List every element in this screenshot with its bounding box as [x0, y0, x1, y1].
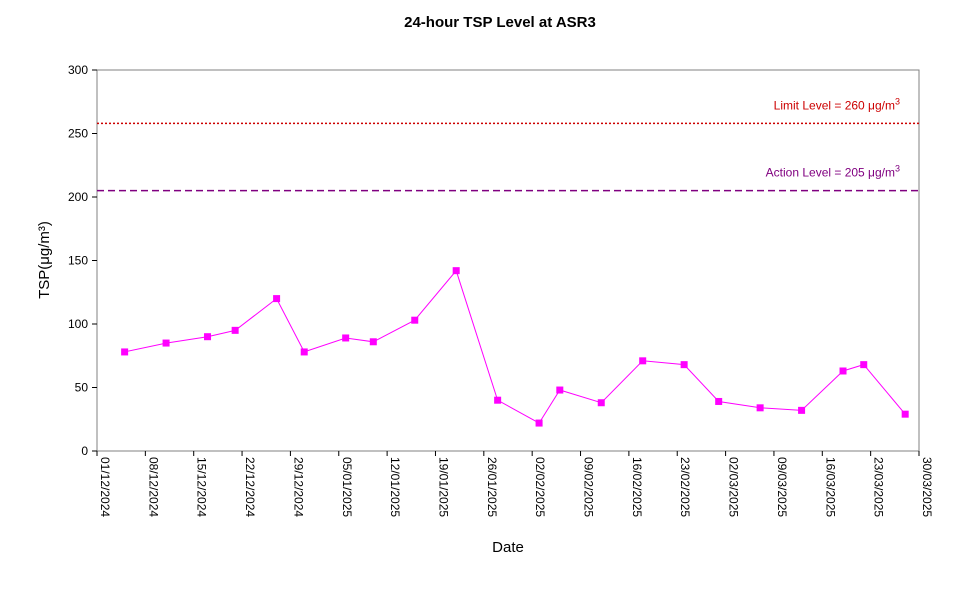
x-tick-label: 08/12/2024 [146, 457, 160, 517]
data-point [597, 399, 605, 407]
y-axis: 0 50 100 150 200 250 300 [68, 63, 97, 458]
series-line [124, 269, 906, 424]
x-tick-label: 23/02/2025 [678, 457, 692, 517]
data-point [273, 295, 281, 303]
x-axis-label: Date [492, 539, 524, 556]
x-tick-label: 19/01/2025 [436, 457, 450, 517]
x-tick-label: 29/12/2024 [291, 457, 305, 517]
plot-area [96, 69, 920, 452]
data-point [680, 361, 688, 369]
x-tick-label: 26/01/2025 [485, 457, 499, 517]
data-point [162, 339, 170, 347]
data-point [756, 404, 764, 412]
x-tick-label: 09/02/2025 [582, 457, 596, 517]
data-point [798, 406, 806, 414]
data-point [342, 334, 350, 342]
x-tick-label: 01/12/2024 [98, 457, 112, 517]
x-tick-label: 02/03/2025 [727, 457, 741, 517]
x-tick-label: 23/03/2025 [872, 457, 886, 517]
data-point [300, 348, 308, 356]
data-point [839, 367, 847, 375]
y-tick-label: 150 [68, 254, 88, 268]
reference-lines: Limit Level = 260 μg/m3 Action Level = 20… [97, 96, 919, 192]
x-tick-label: 02/02/2025 [533, 457, 547, 517]
x-tick-label: 16/03/2025 [823, 457, 837, 517]
data-point [231, 326, 239, 334]
series-group [121, 267, 909, 427]
x-tick-label: 12/01/2025 [388, 457, 402, 517]
reference-line-label: Action Level = 205 μg/m3 [766, 164, 900, 180]
data-point [860, 361, 868, 369]
data-point [535, 419, 543, 427]
x-axis: 01/12/2024 08/12/2024 15/12/2024 22/12/2024… [96, 451, 934, 517]
chart-title: 24-hour TSP Level at ASR3 [404, 14, 596, 31]
y-tick-label: 300 [68, 63, 88, 77]
data-point [452, 267, 460, 275]
data-point [411, 316, 419, 324]
y-tick-label: 100 [68, 317, 88, 331]
y-tick-label: 200 [68, 190, 88, 204]
x-tick-label: 15/12/2024 [195, 457, 209, 517]
x-tick-label: 09/03/2025 [775, 457, 789, 517]
data-point [494, 396, 502, 404]
data-point [204, 333, 212, 341]
data-point [556, 386, 564, 394]
x-tick-label: 22/12/2024 [243, 457, 257, 517]
data-point [369, 338, 377, 346]
y-axis-label: TSP(μg/m³) [36, 221, 53, 299]
data-point [121, 348, 129, 356]
y-tick-label: 50 [75, 381, 89, 395]
x-tick-label: 16/02/2025 [630, 457, 644, 517]
x-tick-label: 30/03/2025 [920, 457, 934, 517]
y-tick-label: 0 [81, 444, 88, 458]
y-tick-label: 250 [68, 127, 88, 141]
reference-line-label: Limit Level = 260 μg/m3 [774, 96, 900, 112]
x-tick-label: 05/01/2025 [340, 457, 354, 517]
data-point [639, 357, 647, 365]
data-point [901, 410, 909, 418]
data-point [715, 397, 723, 405]
